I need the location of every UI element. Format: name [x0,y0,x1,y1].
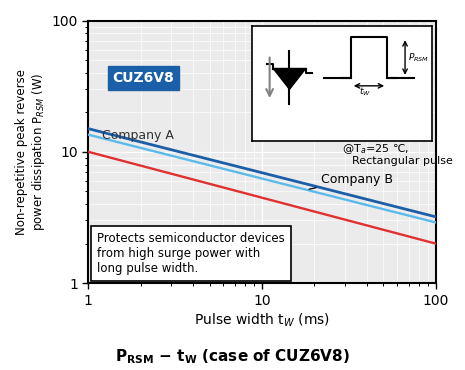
X-axis label: Pulse width t$_W$ (ms): Pulse width t$_W$ (ms) [194,312,330,329]
Text: CUZ6V8: CUZ6V8 [113,71,174,85]
Text: Company A: Company A [102,129,174,142]
Text: $\mathbf{P_{RSM}}$ $\mathbf{-}$ $\mathbf{t_W}$ $\mathbf{(case\ of\ CUZ6V8)}$: $\mathbf{P_{RSM}}$ $\mathbf{-}$ $\mathbf… [115,347,350,366]
Text: @T$_a$=25 ℃,: @T$_a$=25 ℃, [342,142,409,157]
Text: Company B: Company B [309,173,393,189]
Text: Rectangular pulse: Rectangular pulse [352,156,453,166]
Text: Protects semiconductor devices
from high surge power with
long pulse width.: Protects semiconductor devices from high… [97,232,285,275]
Y-axis label: Non-repetitive peak reverse
power dissipation P$_{RSM}$ (W): Non-repetitive peak reverse power dissip… [15,69,47,235]
